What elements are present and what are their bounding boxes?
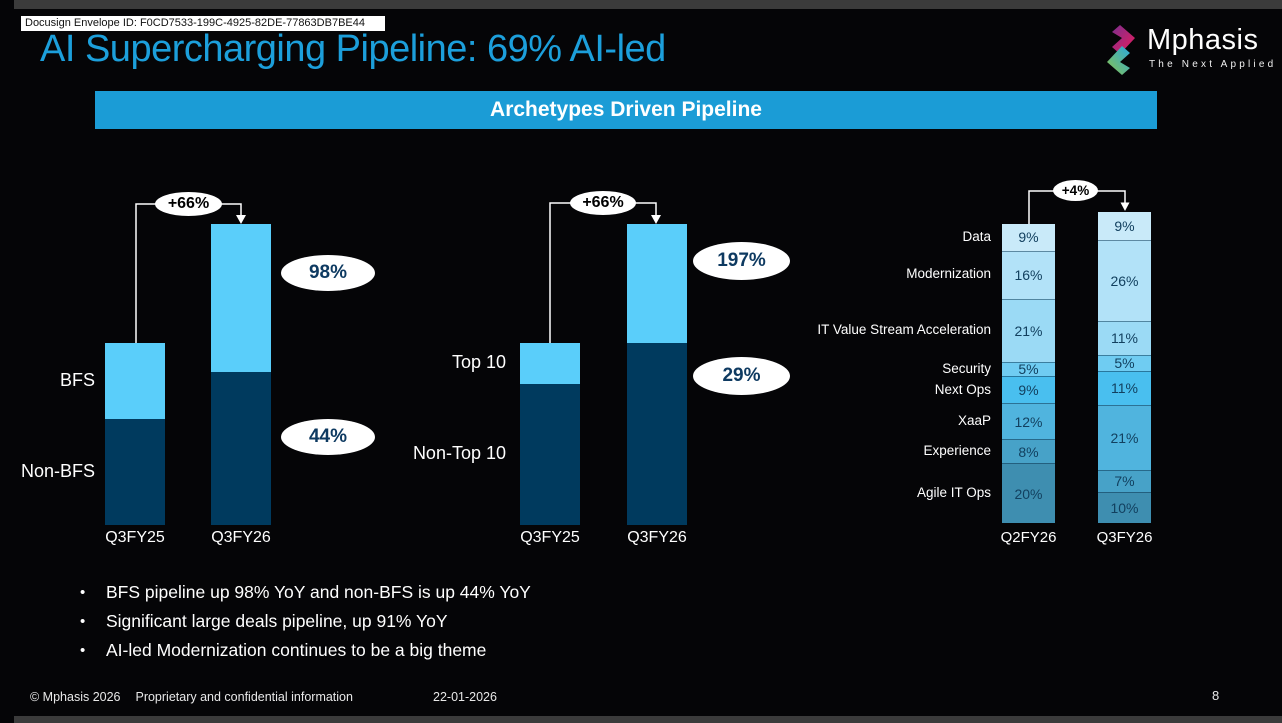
bar-segment-modernization: 26% (1098, 240, 1151, 321)
category-label-bfs: BFS (59, 369, 95, 390)
category-label-non-top-10: Non-Top 10 (412, 443, 506, 464)
bar-column-q3fy26 (211, 223, 271, 525)
bar-segment-next-ops: 11% (1098, 370, 1151, 405)
bar-segment-non-bfs (105, 419, 165, 525)
copyright-text: © Mphasis 2026 (30, 690, 121, 704)
category-label-next-ops: Next Ops (934, 381, 991, 397)
growth-oval-archetype-chart: +4% (1053, 180, 1098, 201)
category-label-data: Data (962, 229, 991, 245)
bar-segment-data: 9% (1098, 212, 1151, 241)
bar-segment-next-ops: 9% (1002, 376, 1055, 404)
bar-segment-it-value-stream-acceleration: 21% (1002, 298, 1055, 362)
category-label-it-value-stream-acceleration: IT Value Stream Acceleration (817, 321, 991, 337)
callout-top10-growth: 197% (693, 242, 790, 280)
axis-label-q3fy25: Q3FY25 (520, 529, 580, 546)
bar-segment-security: 5% (1098, 355, 1151, 371)
bar-segment-non-top-10 (520, 383, 580, 525)
axis-label-q3fy26: Q3FY26 (211, 529, 271, 546)
bar-segment-experience: 8% (1002, 439, 1055, 464)
bullet-item: Significant large deals pipeline, up 91%… (78, 607, 838, 636)
axis-label-q3fy25: Q3FY25 (105, 529, 165, 546)
bar-segment-bfs (211, 223, 271, 373)
bar-column-q2fy26: 9% 16% 21% 5% 9% 12% 8% 20% (1002, 224, 1055, 523)
bar-column-q3fy26: 9% 26% 11% 5% 11% 21% 7% 10% (1098, 212, 1151, 523)
category-label-modernization: Modernization (906, 266, 991, 282)
bar-segment-modernization: 16% (1002, 250, 1055, 299)
bullet-item: BFS pipeline up 98% YoY and non-BFS is u… (78, 578, 838, 607)
bar-segment-agile-it-ops: 10% (1098, 491, 1151, 523)
footer-copyright: © Mphasis 2026 Proprietary and confident… (30, 690, 353, 704)
callout-bfs-growth: 98% (281, 255, 375, 291)
category-label-agile-it-ops: Agile IT Ops (916, 484, 991, 500)
axis-label-q2fy26: Q2FY26 (1000, 529, 1057, 546)
mphasis-logo: Mphasis The Next Applied (1099, 22, 1273, 78)
bar-segment-bfs (105, 343, 165, 420)
key-points-list: BFS pipeline up 98% YoY and non-BFS is u… (78, 578, 838, 665)
mphasis-logo-icon (1107, 25, 1135, 75)
callout-nontop10-growth: 29% (693, 357, 790, 395)
bar-segment-xaap: 12% (1002, 403, 1055, 440)
logo-tagline: The Next Applied (1149, 59, 1277, 70)
page-title: AI Supercharging Pipeline: 69% AI-led (40, 28, 666, 70)
bar-segment-data: 9% (1002, 224, 1055, 251)
growth-oval-top10-chart: +66% (570, 191, 636, 215)
axis-label-q3fy26: Q3FY26 (627, 529, 687, 546)
bar-segment-top-10 (520, 343, 580, 384)
banner: Archetypes Driven Pipeline (95, 91, 1157, 129)
category-label-top-10: Top 10 (451, 352, 506, 373)
bar-column-q3fy26 (627, 223, 687, 525)
top-window-bar (14, 0, 1282, 9)
bar-segment-top-10 (627, 223, 687, 343)
bottom-window-bar (14, 716, 1282, 723)
footer-date: 22-01-2026 (433, 690, 497, 704)
category-label-xaap: XaaP (957, 412, 991, 428)
bar-column-q3fy25 (520, 343, 580, 525)
category-label-non-bfs: Non-BFS (20, 460, 95, 481)
confidential-text: Proprietary and confidential information (135, 690, 353, 704)
callout-nonbfs-growth: 44% (281, 419, 375, 455)
bullet-item: AI-led Modernization continues to be a b… (78, 636, 838, 665)
docusign-strip: Docusign Envelope ID: F0CD7533-199C-4925… (21, 16, 385, 31)
growth-oval-bfs-chart: +66% (155, 192, 222, 216)
bar-segment-it-value-stream-acceleration: 11% (1098, 320, 1151, 356)
category-label-security: Security (942, 360, 991, 376)
bar-segment-xaap: 21% (1098, 404, 1151, 471)
bar-segment-agile-it-ops: 20% (1002, 463, 1055, 523)
page-number: 8 (1212, 688, 1220, 703)
logo-wordmark: Mphasis (1147, 24, 1259, 56)
bar-segment-non-top-10 (627, 342, 687, 525)
axis-label-q3fy26: Q3FY26 (1096, 529, 1153, 546)
bar-column-q3fy25 (105, 343, 165, 525)
category-label-experience: Experience (923, 442, 991, 458)
bar-segment-security: 5% (1002, 361, 1055, 376)
bar-segment-experience: 7% (1098, 470, 1151, 492)
bar-segment-non-bfs (211, 372, 271, 525)
